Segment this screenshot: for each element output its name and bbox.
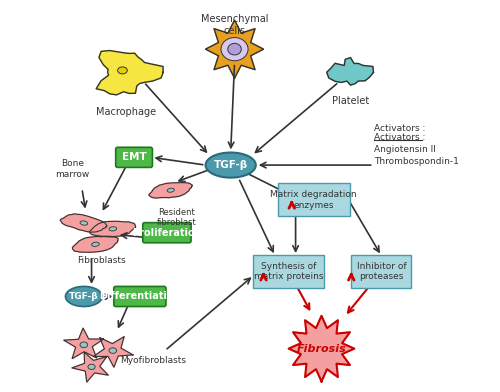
FancyBboxPatch shape: [352, 255, 412, 288]
Text: Platelet: Platelet: [332, 96, 369, 105]
Text: Matrix degradation
enzymes: Matrix degradation enzymes: [270, 190, 357, 210]
Ellipse shape: [88, 364, 95, 369]
FancyBboxPatch shape: [253, 255, 324, 288]
Text: TGF-β: TGF-β: [69, 292, 98, 301]
Text: Differentiation: Differentiation: [99, 292, 180, 301]
Polygon shape: [90, 221, 136, 236]
Text: Fibrosis: Fibrosis: [296, 344, 346, 354]
Ellipse shape: [228, 44, 241, 55]
Polygon shape: [64, 328, 104, 359]
Polygon shape: [206, 20, 264, 78]
Ellipse shape: [109, 227, 116, 231]
Ellipse shape: [221, 38, 248, 61]
FancyBboxPatch shape: [143, 223, 191, 243]
Text: EMT: EMT: [122, 152, 146, 162]
Ellipse shape: [66, 287, 102, 307]
Text: Macrophage: Macrophage: [96, 107, 156, 117]
Polygon shape: [94, 337, 133, 367]
Ellipse shape: [109, 348, 116, 353]
Text: Fibroblasts: Fibroblasts: [77, 256, 126, 265]
FancyBboxPatch shape: [114, 287, 166, 307]
Polygon shape: [72, 352, 108, 382]
Polygon shape: [288, 316, 354, 381]
Ellipse shape: [80, 221, 88, 225]
Text: Inhibitor of
proteases: Inhibitor of proteases: [356, 261, 406, 281]
Text: Myofibroblasts: Myofibroblasts: [120, 356, 186, 365]
Ellipse shape: [167, 188, 174, 192]
Ellipse shape: [206, 152, 256, 178]
Polygon shape: [96, 51, 163, 95]
Text: Synthesis of
matrix proteins: Synthesis of matrix proteins: [254, 261, 324, 281]
Text: Activators :: Activators :: [374, 124, 425, 133]
Text: Resident
fibroblast: Resident fibroblast: [156, 208, 196, 227]
Polygon shape: [326, 58, 374, 85]
Text: Proliferation: Proliferation: [132, 228, 202, 238]
Polygon shape: [149, 183, 192, 198]
Text: Bone
marrow: Bone marrow: [55, 159, 90, 179]
FancyBboxPatch shape: [116, 147, 152, 167]
Ellipse shape: [92, 242, 99, 247]
Polygon shape: [60, 214, 107, 232]
Text: Mesenchymal
cells: Mesenchymal cells: [201, 15, 268, 36]
Ellipse shape: [80, 342, 88, 348]
Text: TGF-β: TGF-β: [214, 160, 248, 170]
Ellipse shape: [118, 67, 128, 74]
Text: Activators :
Angiotensin II
Thrombospondin-1: Activators : Angiotensin II Thrombospond…: [374, 133, 458, 166]
Polygon shape: [72, 236, 118, 252]
FancyBboxPatch shape: [278, 183, 349, 216]
